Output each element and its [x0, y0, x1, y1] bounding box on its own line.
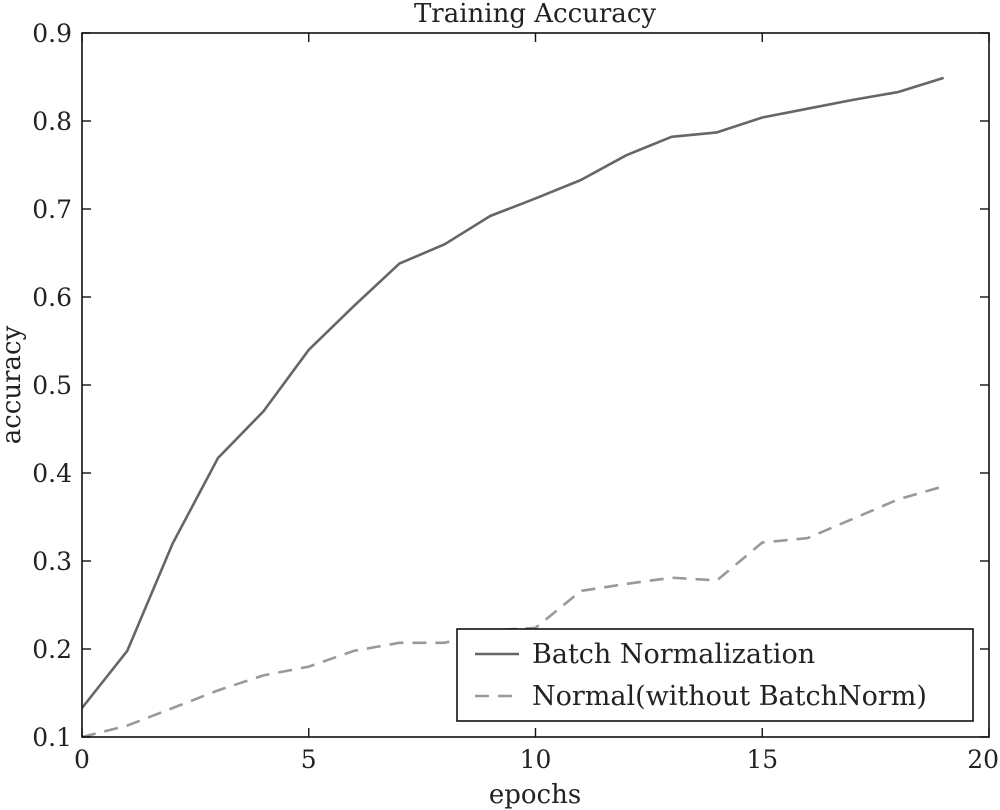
series-line-0: [80, 76, 944, 709]
x-tick-label: 20: [967, 745, 999, 774]
y-tick-label: 0.1: [32, 723, 72, 752]
legend-label-1: Normal(without BatchNorm): [532, 681, 927, 712]
y-tick-label: 0.4: [32, 459, 72, 488]
x-tick-label: 5: [301, 745, 317, 774]
legend-label-0: Batch Normalization: [532, 639, 815, 670]
y-tick-label: 0.3: [32, 547, 72, 576]
legend-box: [456, 628, 974, 722]
x-tick-label: 15: [746, 745, 778, 774]
x-tick-label: 0: [74, 745, 90, 774]
y-tick-label: 0.6: [32, 283, 72, 312]
y-axis-label: accuracy: [0, 325, 27, 444]
chart-title: Training Accuracy: [414, 0, 656, 29]
x-axis-label: epochs: [489, 780, 581, 810]
ticks-layer: 0 5 10 15 20 0.1 0.2 0.3 0.4 0.5 0.6 0.7 0.8 0.9: [32, 19, 999, 774]
y-tick-label: 0.8: [32, 107, 72, 136]
legend: Batch Normalization Normal(without BatchN…: [456, 628, 974, 722]
y-tick-label: 0.5: [32, 371, 72, 400]
x-tick-label: 10: [520, 745, 552, 774]
y-tick-label: 0.2: [32, 635, 72, 664]
y-tick-label: 0.9: [32, 19, 72, 48]
y-tick-label: 0.7: [32, 195, 72, 224]
